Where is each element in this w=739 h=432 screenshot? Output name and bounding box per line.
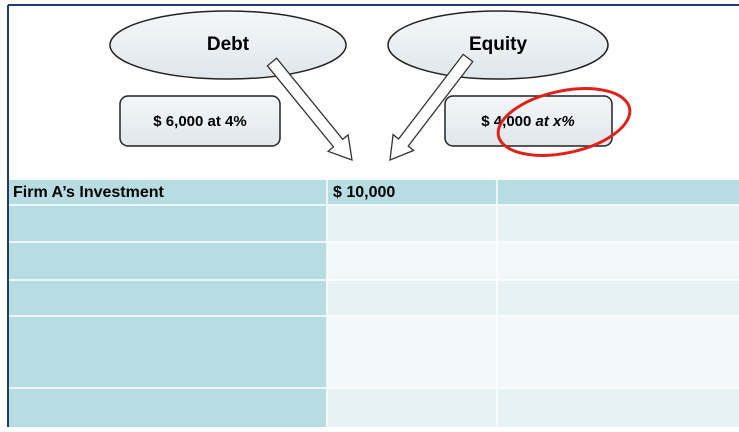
debt-box-label: $ 6,000 at 4% <box>153 113 246 130</box>
header-row <box>9 180 739 205</box>
equity-ellipse <box>387 10 609 80</box>
row <box>327 280 739 316</box>
debt-label: Debt <box>207 34 250 55</box>
equity-label: Equity <box>469 34 527 55</box>
row <box>327 205 739 242</box>
equity-arrow <box>389 53 474 162</box>
header-cell: Firm A’s Investment <box>13 184 165 201</box>
row <box>327 388 739 427</box>
debt-arrow <box>266 57 353 161</box>
equity-amount: $ 4,000 <box>481 113 531 130</box>
equity-rate: at x% <box>536 113 575 130</box>
equity-box-label: $ 4,000 at x% <box>481 113 574 130</box>
table: Firm A’s Investment $ 10,000 <box>9 180 739 427</box>
row <box>327 242 739 280</box>
debt-ellipse <box>109 10 347 80</box>
highlight-circle <box>496 87 632 157</box>
row <box>327 316 739 388</box>
equity-box <box>444 95 613 147</box>
debt-box <box>119 95 281 147</box>
header-cell: $ 10,000 <box>333 184 395 201</box>
